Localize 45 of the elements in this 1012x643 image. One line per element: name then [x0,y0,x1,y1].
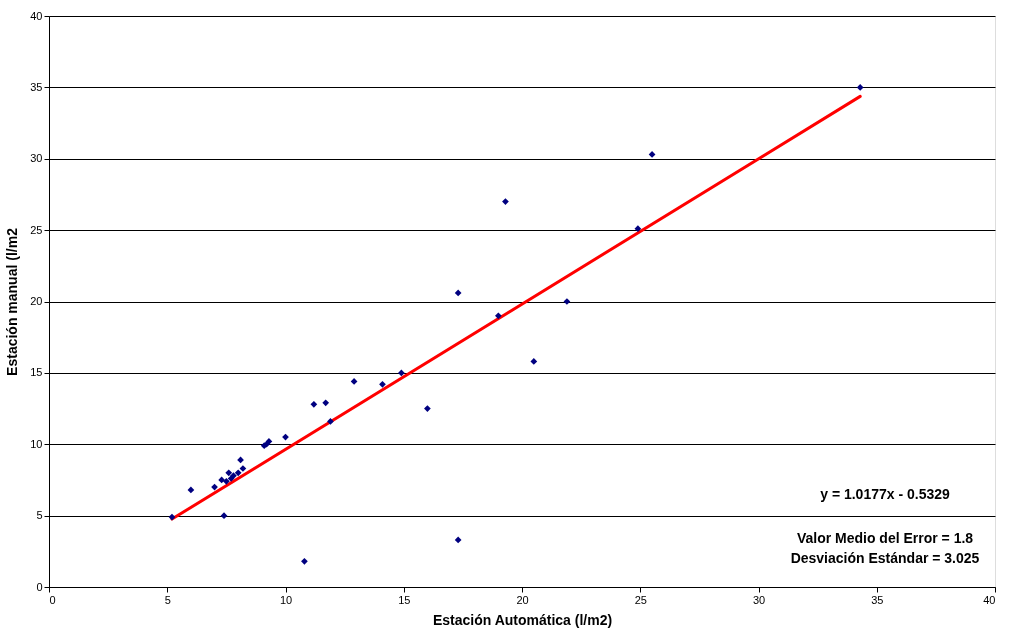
point [454,536,462,544]
y-tick-label: 30 [30,152,43,165]
y-axis-title: Estación manual (l/m2 [4,227,21,376]
x-tick-label: 0 [49,593,56,606]
point [495,312,502,320]
x-axis-title: Estación Automática (l/m2) [432,611,613,628]
point [379,380,386,388]
annotation: Valor Medio del Error = 1.8 [796,530,974,546]
y-tick-label: 25 [30,223,43,236]
point [634,225,642,233]
point [187,486,195,494]
y-tick-label: 40 [30,9,43,22]
point [168,513,176,521]
point [301,557,308,565]
point [502,198,509,205]
y-tick-label: 20 [30,295,43,307]
x-tick-label: 40 [983,593,996,606]
y-tick-label: 15 [30,366,43,379]
y-tick-label: 35 [30,80,43,93]
x-tick-label: 20 [516,593,529,606]
point [350,378,358,385]
point [225,469,233,477]
point [530,358,538,365]
point [218,476,225,484]
point [310,400,318,408]
annotation: y = 1.0177x - 0.5329 [820,486,951,502]
point [234,469,242,477]
y-tick-label: 0 [36,580,43,593]
x-tick-label: 15 [398,593,411,606]
x-tick-label: 35 [871,593,884,606]
point [398,369,405,377]
point [454,289,462,297]
x-tick-label: 25 [634,593,647,606]
point [856,84,864,91]
point [265,438,273,445]
y-tick-label: 5 [36,509,43,522]
x-tick-label: 30 [752,593,766,606]
point [327,418,334,425]
x-tick-label: 10 [279,593,293,606]
y-tick-label: 10 [30,437,43,450]
point [424,405,431,412]
annotation: Desviación Estándar = 3.025 [790,550,980,566]
x-tick-label: 5 [164,593,171,606]
point [223,478,230,485]
point [322,399,330,407]
